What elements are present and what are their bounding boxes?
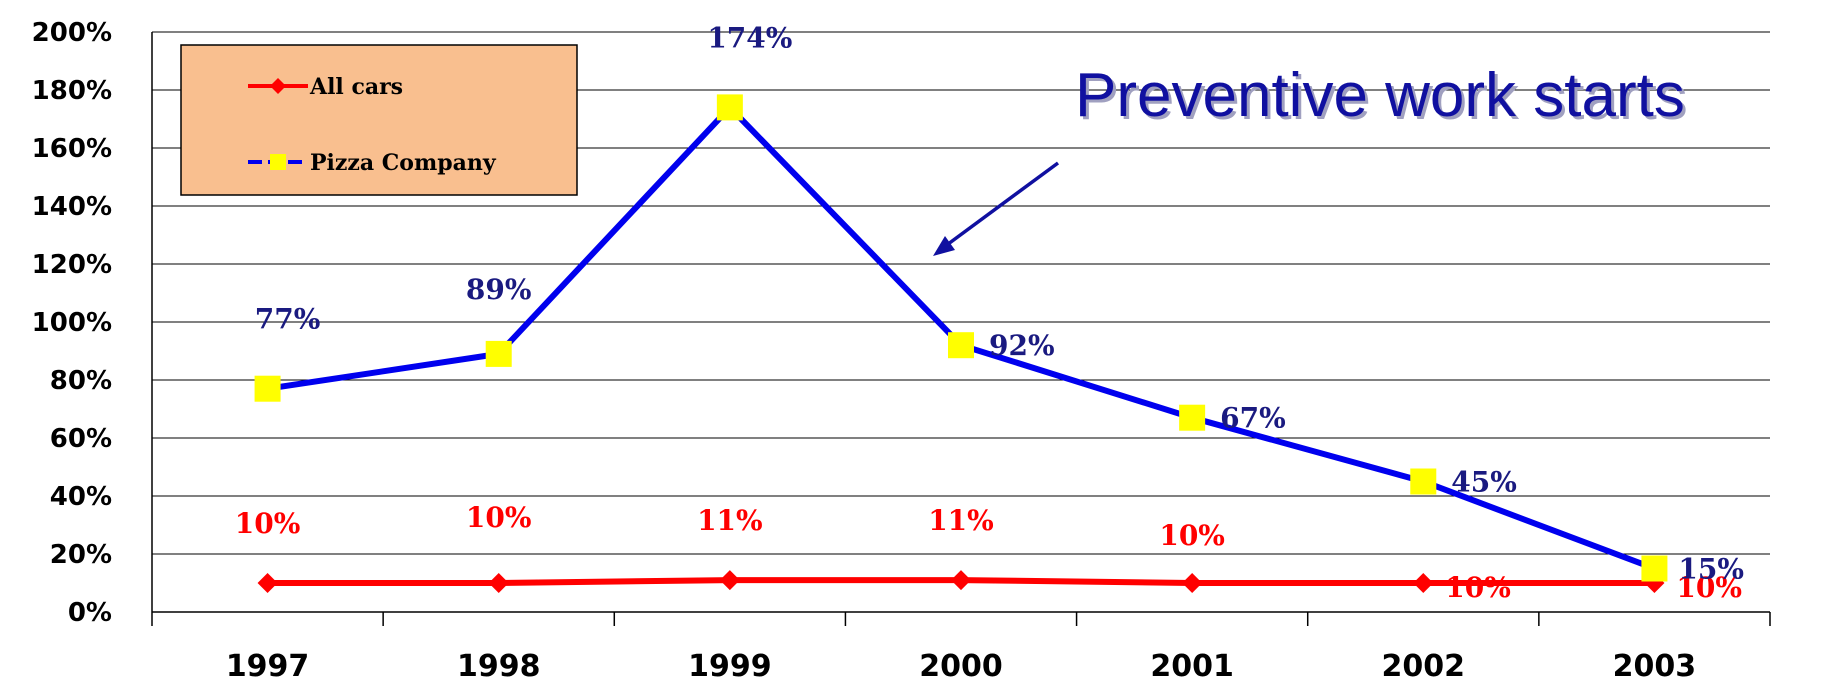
x-tick-label: 2000: [919, 649, 1003, 684]
x-tick-label: 2003: [1613, 649, 1697, 684]
data-label-all-cars: 11%: [928, 504, 994, 537]
data-label-pizza: 174%: [707, 21, 792, 54]
y-tick-label: 80%: [50, 366, 112, 396]
data-label-pizza: 15%: [1678, 553, 1744, 586]
point-pizza: [254, 375, 281, 402]
point-pizza: [1641, 555, 1668, 582]
point-all-cars: [488, 573, 509, 593]
data-label-pizza: 77%: [255, 303, 321, 336]
point-all-cars: [257, 573, 278, 593]
x-tick-label: 1998: [457, 649, 541, 684]
point-pizza: [1179, 404, 1206, 431]
x-tick-label: 1997: [226, 649, 310, 684]
legend-label-all-cars: All cars: [309, 74, 403, 100]
data-label-pizza: 89%: [466, 273, 532, 306]
legend: All cars Pizza Company: [180, 44, 578, 196]
data-label-all-cars: 11%: [697, 504, 763, 537]
data-label-all-cars: 10%: [1676, 571, 1742, 604]
y-tick-label: 0%: [68, 598, 112, 628]
x-tick-label: 2001: [1150, 649, 1234, 684]
y-tick-label: 180%: [32, 76, 112, 106]
data-label-pizza: 92%: [989, 329, 1055, 362]
data-label-all-cars: 10%: [235, 507, 301, 540]
annotation-text: Preventive work starts: [1078, 64, 1688, 133]
series-lines: [254, 94, 1668, 593]
y-tick-label: 60%: [50, 424, 112, 454]
data-label-all-cars: 10%: [1159, 519, 1225, 552]
y-tick-label: 120%: [32, 250, 112, 280]
point-all-cars: [951, 570, 971, 591]
data-label-all-cars: 10%: [1445, 571, 1511, 604]
y-tick-labels: 0% 20% 40% 60% 80% 100% 120% 140% 160% 180% 200%: [32, 18, 112, 628]
point-pizza: [1410, 468, 1437, 495]
x-tick-label: 2002: [1382, 649, 1466, 684]
point-pizza: [485, 340, 512, 367]
data-label-all-cars: 10%: [466, 501, 532, 534]
y-tick-label: 200%: [32, 18, 112, 48]
point-all-cars: [1182, 573, 1203, 593]
annotation: Preventive work starts Preventive work s…: [933, 61, 1688, 256]
legend-marker-all-cars: [270, 78, 286, 94]
x-tick-label: 1999: [688, 649, 772, 684]
x-tick-labels: 1997 1998 1999 2000 2001 2002 2003: [226, 649, 1696, 684]
data-label-pizza: 45%: [1451, 466, 1517, 499]
annotation-arrowhead: [933, 236, 955, 256]
annotation-arrow-line: [938, 161, 1060, 252]
gridlines: [152, 31, 1770, 555]
point-all-cars: [1413, 573, 1434, 593]
annotation-text-front: Preventive work starts: [1075, 61, 1685, 130]
y-tick-label: 40%: [50, 482, 112, 512]
point-pizza: [948, 332, 974, 359]
y-tick-label: 160%: [32, 134, 112, 164]
point-pizza: [716, 94, 743, 121]
legend-box: [180, 44, 578, 196]
legend-marker-pizza: [270, 154, 286, 170]
y-tick-label: 140%: [32, 192, 112, 222]
axes: [151, 32, 1771, 626]
data-label-pizza: 67%: [1220, 402, 1286, 435]
point-all-cars: [719, 570, 740, 591]
legend-label-pizza: Pizza Company: [310, 150, 497, 176]
y-tick-label: 20%: [50, 540, 112, 570]
data-labels: 10% 10% 11% 11% 10% 10% 10% 77% 89% 174% 92% 67% 45%…: [235, 21, 1744, 604]
y-tick-label: 100%: [32, 308, 112, 338]
